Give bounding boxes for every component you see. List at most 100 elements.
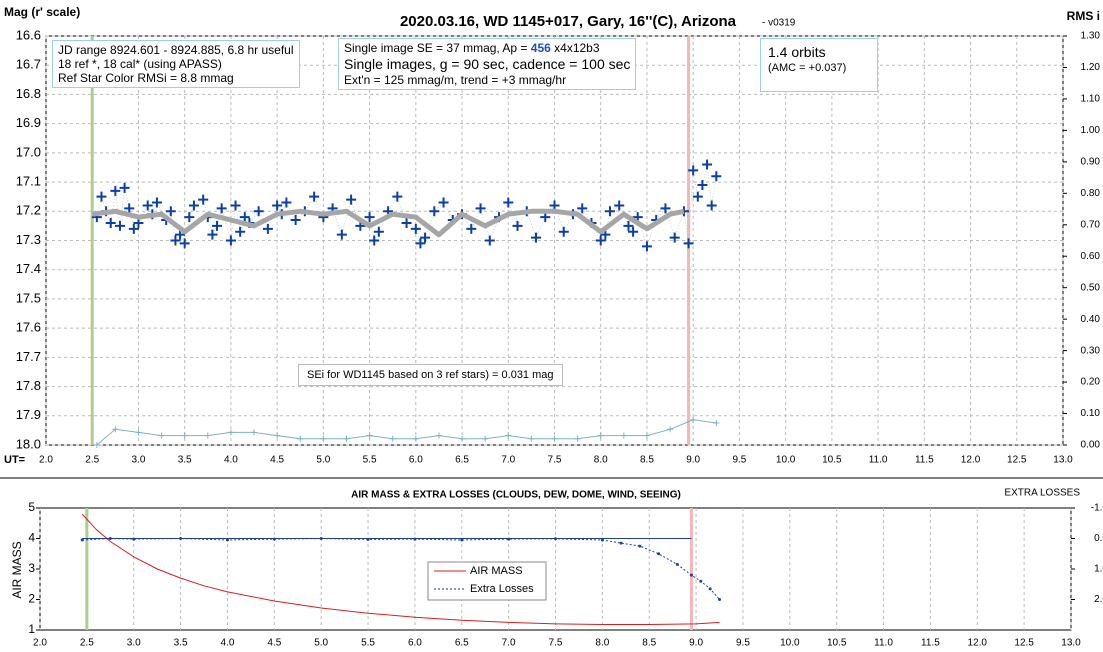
point bbox=[641, 241, 652, 252]
point bbox=[343, 435, 350, 442]
x-tick-label: 3.0 bbox=[132, 455, 146, 466]
point bbox=[204, 432, 211, 439]
point bbox=[158, 432, 165, 439]
x-tick-label: 4.0 bbox=[224, 455, 238, 466]
point bbox=[689, 573, 693, 577]
text: Ref Star Color RMSi = 8.8 mmag bbox=[58, 71, 234, 85]
text: (AMC = +0.037) bbox=[768, 62, 847, 74]
point bbox=[708, 587, 712, 591]
point bbox=[692, 191, 703, 202]
info-box: JD range 8924.601 - 8924.885, 6.8 hr use… bbox=[52, 40, 300, 88]
point bbox=[274, 432, 281, 439]
y2-tick-label: 0.60 bbox=[1081, 251, 1101, 262]
point bbox=[212, 220, 223, 231]
point bbox=[699, 579, 703, 583]
point bbox=[660, 203, 671, 214]
point bbox=[505, 432, 512, 439]
y-tick-label: 3 bbox=[28, 561, 35, 575]
y-tick-label: 1 bbox=[28, 622, 35, 636]
point bbox=[614, 200, 625, 211]
point bbox=[604, 206, 615, 217]
point bbox=[690, 416, 697, 423]
point bbox=[251, 429, 258, 436]
x-tick-label: 3.5 bbox=[174, 638, 188, 649]
point bbox=[595, 235, 606, 246]
x-tick-label: 7.5 bbox=[549, 638, 563, 649]
x-axis-label: UT= bbox=[4, 454, 25, 466]
y2-tick-label: 1.10 bbox=[1081, 94, 1101, 105]
x-tick-label: 8.5 bbox=[640, 455, 654, 466]
x-tick-label: 5.5 bbox=[361, 638, 375, 649]
x-tick-label: 10.5 bbox=[827, 638, 847, 649]
y2-tick-label: 0.30 bbox=[1081, 345, 1101, 356]
point bbox=[110, 185, 121, 196]
point bbox=[460, 538, 464, 542]
x-tick-label: 9.0 bbox=[689, 638, 703, 649]
y2-tick-label: 0.50 bbox=[1081, 282, 1101, 293]
point bbox=[132, 537, 136, 541]
y2-tick-label: -1.0 bbox=[1091, 503, 1103, 514]
x-tick-label: 5.0 bbox=[316, 455, 330, 466]
x-tick-label: 12.5 bbox=[1014, 638, 1034, 649]
y2-tick-label: 0.40 bbox=[1081, 314, 1101, 325]
y2-axis-label: EXTRA LOSSES bbox=[1004, 488, 1080, 499]
legend-label: AIR MASS bbox=[470, 565, 523, 577]
point bbox=[272, 200, 283, 211]
x-tick-label: 2.5 bbox=[80, 638, 94, 649]
point bbox=[482, 435, 489, 442]
point bbox=[713, 419, 720, 426]
point bbox=[225, 538, 229, 542]
x-tick-label: 7.0 bbox=[501, 455, 515, 466]
info-box: 1.4 orbits (AMC = +0.037) bbox=[760, 38, 878, 92]
y-axis-label: AIR MASS bbox=[10, 541, 24, 598]
x-tick-label: 13.0 bbox=[1061, 638, 1081, 649]
y2-tick-label: 0.00 bbox=[1081, 440, 1101, 451]
point bbox=[459, 435, 466, 442]
y2-tick-label: 0.20 bbox=[1081, 377, 1101, 388]
point bbox=[600, 229, 611, 240]
x-tick-label: 6.5 bbox=[455, 638, 469, 649]
x-tick-label: 8.0 bbox=[595, 638, 609, 649]
point bbox=[188, 200, 199, 211]
y-tick-label: 5 bbox=[28, 500, 35, 514]
point bbox=[112, 426, 119, 433]
point bbox=[235, 226, 246, 237]
x-tick-label: 10.0 bbox=[780, 638, 800, 649]
series-line bbox=[81, 513, 720, 625]
x-tick-label: 4.0 bbox=[221, 638, 235, 649]
legend-label: Extra Losses bbox=[470, 583, 534, 595]
smooth-line bbox=[91, 208, 685, 238]
x-tick-label: 6.5 bbox=[455, 455, 469, 466]
point bbox=[366, 432, 373, 439]
y-tick-label: 17.8 bbox=[16, 378, 41, 393]
point bbox=[392, 191, 403, 202]
point bbox=[657, 552, 661, 556]
point bbox=[225, 235, 236, 246]
point bbox=[151, 197, 162, 208]
point bbox=[531, 232, 542, 243]
point bbox=[309, 191, 320, 202]
y2-tick-label: 1.00 bbox=[1081, 125, 1101, 136]
point bbox=[558, 226, 569, 237]
point bbox=[142, 200, 153, 211]
text: JD range 8924.601 - 8924.885, 6.8 hr use… bbox=[58, 43, 294, 57]
x-tick-label: 12.0 bbox=[961, 455, 981, 466]
x-tick-label: 8.0 bbox=[594, 455, 608, 466]
x-tick-label: 6.0 bbox=[408, 638, 422, 649]
point bbox=[108, 537, 112, 540]
point bbox=[290, 215, 301, 226]
x-tick-label: 10.0 bbox=[776, 455, 796, 466]
x-tick-label: 7.0 bbox=[502, 638, 516, 649]
y2-tick-label: 1.30 bbox=[1081, 31, 1101, 42]
point bbox=[551, 435, 558, 442]
point bbox=[239, 212, 250, 223]
point bbox=[574, 435, 581, 442]
point bbox=[389, 435, 396, 442]
series-line bbox=[96, 419, 717, 446]
point bbox=[435, 432, 442, 439]
point bbox=[643, 432, 650, 439]
y-tick-label: 17.2 bbox=[16, 203, 41, 218]
text: 18 ref *, 18 cal* (using APASS) bbox=[58, 57, 222, 71]
info-box: Single image SE = 37 mmag, Ap = 456 x4x1… bbox=[338, 38, 637, 90]
